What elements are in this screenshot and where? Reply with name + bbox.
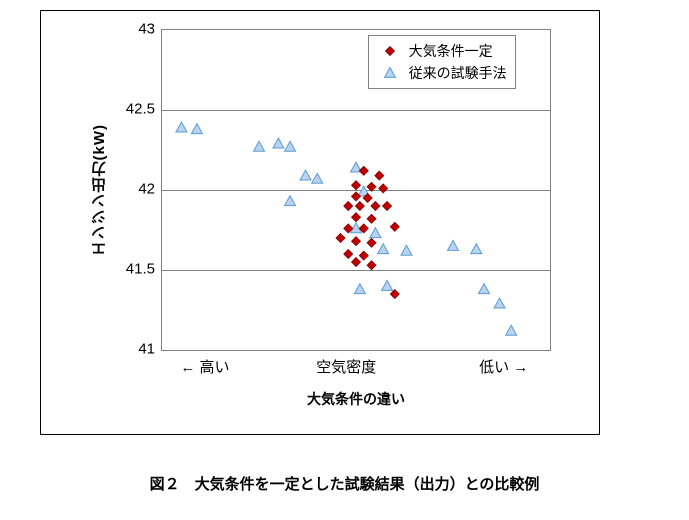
data-point — [370, 228, 381, 238]
data-point — [359, 166, 368, 175]
data-point — [375, 171, 384, 180]
legend-item: 従来の試験手法 — [375, 62, 507, 84]
y-tick-label: 41.5 — [115, 261, 155, 278]
chart-frame: エンジン出力(kW) 4141.54242.543 大気条件一定従来の試験手法 … — [40, 10, 600, 435]
data-point — [354, 284, 365, 294]
data-point — [344, 202, 353, 211]
data-point — [401, 245, 412, 255]
data-point — [300, 170, 311, 180]
figure-caption: 図２ 大気条件を一定とした試験結果（出力）との比較例 — [0, 473, 689, 494]
data-point — [312, 173, 323, 183]
data-point — [352, 258, 361, 267]
x-axis-label: 大気条件の違い — [161, 389, 551, 409]
legend-marker — [375, 43, 405, 59]
legend-label: 従来の試験手法 — [409, 63, 507, 83]
data-point — [191, 124, 202, 134]
data-point — [352, 181, 361, 190]
y-axis-label: エンジン出力(kW) — [89, 29, 109, 351]
data-point — [344, 250, 353, 259]
legend-label: 大気条件一定 — [409, 41, 493, 61]
data-point — [367, 214, 376, 223]
x-annotation: ← 高い — [180, 356, 229, 377]
data-point — [285, 141, 296, 151]
data-point — [506, 325, 517, 335]
data-point — [494, 298, 505, 308]
data-point — [367, 238, 376, 247]
data-point — [367, 261, 376, 270]
x-annotation: 低い → — [479, 356, 528, 377]
data-point — [336, 234, 345, 243]
data-point — [285, 196, 296, 206]
data-point — [479, 284, 490, 294]
data-point — [254, 141, 265, 151]
data-point — [352, 192, 361, 201]
data-point — [367, 182, 376, 191]
legend-item: 大気条件一定 — [375, 40, 507, 62]
data-point — [352, 237, 361, 246]
data-point — [371, 202, 380, 211]
y-tick-label: 42 — [115, 181, 155, 198]
chart-wrap: エンジン出力(kW) 4141.54242.543 大気条件一定従来の試験手法 … — [41, 11, 599, 434]
y-tick-label: 43 — [115, 21, 155, 38]
legend: 大気条件一定従来の試験手法 — [368, 35, 516, 89]
data-point — [382, 281, 393, 291]
data-point — [379, 184, 388, 193]
plot-area: 大気条件一定従来の試験手法 — [161, 29, 551, 351]
data-point — [383, 202, 392, 211]
x-annotation: 空気密度 — [316, 356, 376, 377]
legend-marker — [375, 65, 405, 81]
y-tick-label: 42.5 — [115, 101, 155, 118]
data-point — [378, 244, 389, 254]
data-point — [176, 122, 187, 132]
data-point — [390, 222, 399, 231]
y-axis-label-text: エンジン出力(kW) — [89, 124, 110, 257]
y-tick-label: 41 — [115, 341, 155, 358]
data-point — [359, 251, 368, 260]
data-point — [273, 138, 284, 148]
data-point — [352, 213, 361, 222]
data-point — [471, 244, 482, 254]
data-point — [355, 202, 364, 211]
data-point — [448, 241, 459, 251]
